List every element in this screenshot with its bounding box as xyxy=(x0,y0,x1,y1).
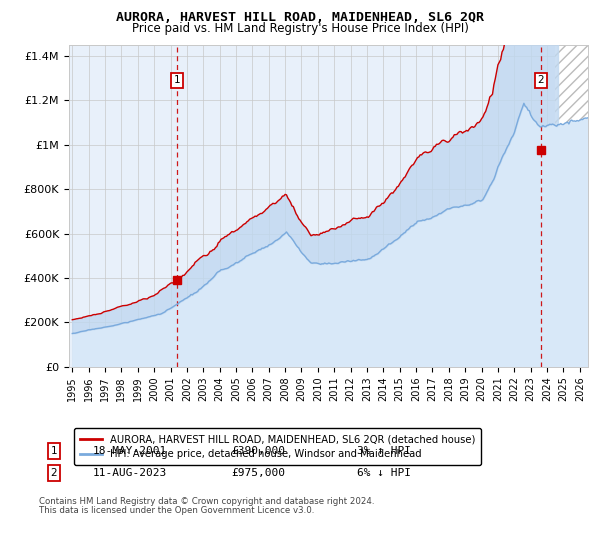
Text: 11-AUG-2023: 11-AUG-2023 xyxy=(93,468,167,478)
Legend: AURORA, HARVEST HILL ROAD, MAIDENHEAD, SL6 2QR (detached house), HPI: Average pr: AURORA, HARVEST HILL ROAD, MAIDENHEAD, S… xyxy=(74,428,481,465)
Text: 1: 1 xyxy=(50,446,58,456)
Text: 6% ↓ HPI: 6% ↓ HPI xyxy=(357,468,411,478)
Text: Contains HM Land Registry data © Crown copyright and database right 2024.: Contains HM Land Registry data © Crown c… xyxy=(39,497,374,506)
Text: 1: 1 xyxy=(173,76,180,85)
Text: £975,000: £975,000 xyxy=(231,468,285,478)
Text: AURORA, HARVEST HILL ROAD, MAIDENHEAD, SL6 2QR: AURORA, HARVEST HILL ROAD, MAIDENHEAD, S… xyxy=(116,11,484,24)
Text: Price paid vs. HM Land Registry's House Price Index (HPI): Price paid vs. HM Land Registry's House … xyxy=(131,22,469,35)
Text: This data is licensed under the Open Government Licence v3.0.: This data is licensed under the Open Gov… xyxy=(39,506,314,515)
Text: £390,000: £390,000 xyxy=(231,446,285,456)
Bar xyxy=(555,45,588,367)
Text: 3% ↑ HPI: 3% ↑ HPI xyxy=(357,446,411,456)
Text: 2: 2 xyxy=(50,468,58,478)
Text: 18-MAY-2001: 18-MAY-2001 xyxy=(93,446,167,456)
Text: 2: 2 xyxy=(538,76,544,85)
